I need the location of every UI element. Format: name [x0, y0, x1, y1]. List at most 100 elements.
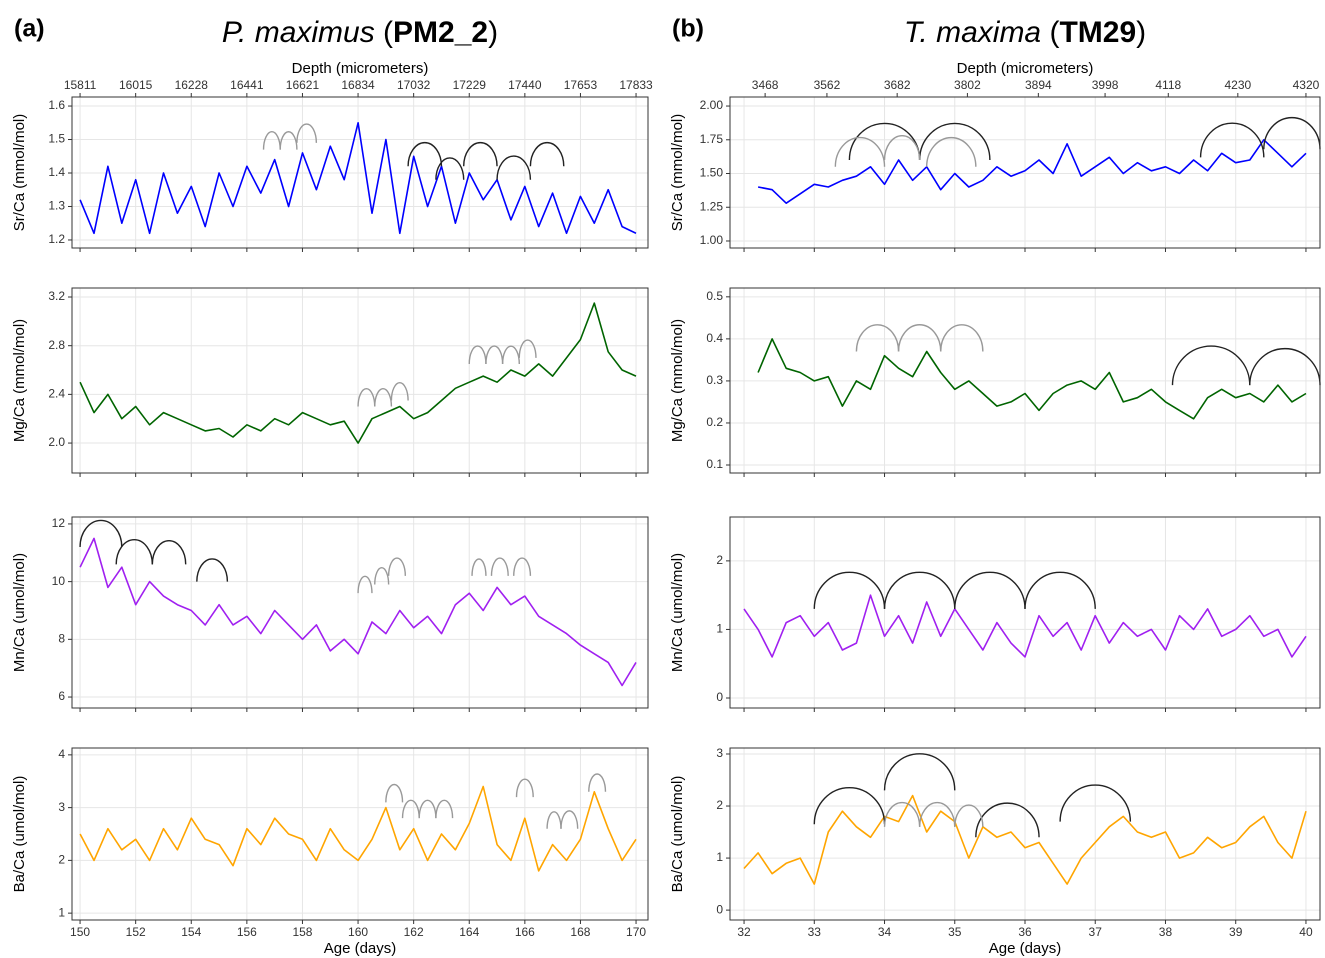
period-arc: [513, 557, 532, 576]
period-arc: [407, 142, 443, 167]
period-arc: [279, 131, 298, 150]
period-arc: [296, 123, 318, 143]
x-tick-label: 36: [1018, 925, 1032, 939]
period-arc: [546, 811, 562, 829]
period-arc: [940, 324, 984, 352]
period-arc: [501, 345, 520, 364]
period-arc: [883, 801, 921, 827]
period-arc: [883, 753, 956, 791]
y-tick-label: 1.5: [48, 132, 65, 146]
x2-tick-label: 17229: [453, 78, 487, 92]
period-arc: [588, 773, 607, 792]
x2-tick-label: 3682: [884, 78, 911, 92]
period-arc: [1249, 347, 1321, 386]
period-arc: [401, 799, 420, 819]
period-arc: [954, 804, 984, 827]
x-tick-label: 39: [1229, 925, 1243, 939]
panel-title: P. maximus (PM2_2): [222, 16, 498, 49]
x2-tick-label: 16228: [175, 78, 209, 92]
x-tick-label: 166: [515, 925, 535, 939]
x-tick-label: 170: [626, 925, 646, 939]
y-tick-label: 6: [58, 689, 65, 703]
y-tick-label: 1.3: [48, 199, 65, 213]
period-arc: [79, 519, 123, 548]
period-arc: [883, 571, 956, 609]
data-line: [757, 139, 1307, 204]
y-tick-label: 1.6: [48, 98, 65, 112]
period-arc: [196, 558, 229, 582]
title-part: (: [375, 16, 393, 49]
y-axis-label: Sr/Ca (mmol/mol): [669, 114, 686, 232]
period-arc: [560, 810, 579, 829]
period-arc: [975, 802, 1040, 838]
x2-tick-label: 3894: [1025, 78, 1052, 92]
x2-tick-label: 17833: [619, 78, 653, 92]
y-tick-label: 2: [58, 853, 65, 867]
y-tick-label: 2.4: [48, 387, 65, 401]
period-arc: [918, 122, 991, 161]
x2-tick-label: 3562: [814, 78, 841, 92]
y-axis-label: Mg/Ca (mmol/mol): [669, 319, 686, 442]
title-part: P. maximus: [222, 16, 375, 49]
x2-tick-label: 4230: [1224, 78, 1251, 92]
data-line: [743, 794, 1307, 885]
period-arc: [834, 136, 886, 167]
y-tick-label: 2.8: [48, 338, 65, 352]
period-arc: [151, 540, 187, 565]
x2-axis-label: Depth (micrometers): [957, 60, 1094, 77]
y-tick-label: 1.00: [700, 233, 724, 247]
x-tick-label: 168: [570, 925, 590, 939]
period-arc: [357, 388, 376, 407]
period-arc: [1024, 571, 1096, 609]
x-tick-label: 158: [292, 925, 312, 939]
y-tick-label: 1: [716, 622, 723, 636]
title-part: PM2_2: [393, 16, 488, 49]
y-tick-label: 1: [716, 850, 723, 864]
data-line: [757, 338, 1307, 420]
plot-frame: [729, 747, 1321, 921]
y-axis-label: Mn/Ca (umol/mol): [11, 553, 28, 672]
title-part: (: [1041, 16, 1059, 49]
x-tick-label: 150: [70, 925, 90, 939]
period-arc: [1059, 784, 1132, 822]
y-tick-label: 2.0: [48, 435, 65, 449]
title-part: ): [1136, 16, 1146, 49]
x2-tick-label: 3802: [954, 78, 981, 92]
x2-tick-label: 16015: [119, 78, 153, 92]
data-line: [743, 594, 1307, 658]
x-tick-label: 32: [737, 925, 751, 939]
period-arc: [490, 557, 509, 576]
x2-tick-label: 4118: [1155, 78, 1181, 92]
period-arc: [374, 388, 393, 407]
y-tick-label: 1.2: [48, 232, 65, 246]
x2-tick-label: 17032: [397, 78, 431, 92]
period-arc: [468, 345, 487, 364]
y-tick-label: 3.2: [48, 289, 65, 303]
x-tick-label: 33: [808, 925, 822, 939]
period-arc: [813, 571, 886, 609]
y-tick-label: 1.4: [48, 165, 65, 179]
y-tick-label: 0.1: [706, 457, 723, 471]
plot-frame: [71, 96, 649, 249]
x2-tick-label: 17440: [508, 78, 542, 92]
plot-frame: [71, 287, 649, 474]
period-arc: [262, 131, 281, 150]
period-arc: [1199, 122, 1265, 158]
x-tick-label: 38: [1159, 925, 1173, 939]
period-arc: [435, 157, 465, 180]
x-axis-label: Age (days): [989, 940, 1062, 957]
y-tick-label: 0.5: [706, 289, 723, 303]
y-tick-label: 2: [716, 553, 723, 567]
y-tick-label: 0: [716, 690, 723, 704]
y-tick-label: 3: [58, 800, 65, 814]
period-arc: [387, 557, 407, 576]
y-axis-label: Mn/Ca (umol/mol): [669, 553, 686, 672]
x-tick-label: 35: [948, 925, 962, 939]
y-tick-label: 1.25: [700, 199, 724, 213]
x2-tick-label: 15811: [64, 78, 97, 92]
period-arc: [390, 381, 409, 401]
title-part: TM29: [1059, 16, 1136, 49]
y-tick-label: 0.3: [706, 373, 723, 387]
data-line: [79, 537, 637, 687]
